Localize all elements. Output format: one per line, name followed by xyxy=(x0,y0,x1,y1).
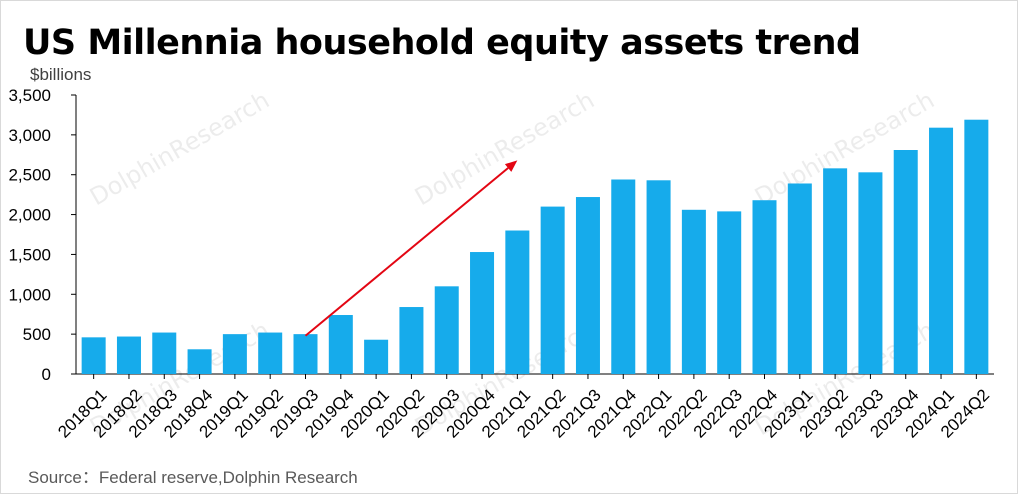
bar-2023Q3 xyxy=(858,172,883,374)
bar-2023Q1 xyxy=(787,183,812,374)
watermark-text: DolphinResearch xyxy=(85,86,274,211)
bar-2022Q1 xyxy=(646,180,671,374)
bar-2020Q3 xyxy=(434,286,459,374)
y-tick-label: 2,000 xyxy=(8,206,51,225)
bar-2018Q4 xyxy=(187,349,212,374)
chart-title: US Millennia household equity assets tre… xyxy=(23,23,861,63)
bar-2021Q1 xyxy=(505,230,530,374)
bar-2022Q3 xyxy=(717,211,742,374)
trend-arrow-line xyxy=(304,167,509,337)
bar-2020Q2 xyxy=(399,307,424,374)
bar-2020Q1 xyxy=(364,339,389,374)
y-tick-label: 0 xyxy=(42,365,51,384)
bar-2018Q3 xyxy=(152,332,177,374)
bar-2024Q1 xyxy=(929,127,954,374)
bar-2018Q2 xyxy=(116,336,141,374)
bar-2023Q2 xyxy=(823,168,848,374)
source-note: Source：Federal reserve,Dolphin Research xyxy=(28,468,358,487)
watermark-text: DolphinResearch xyxy=(410,86,599,211)
y-axis-unit-label: $billions xyxy=(30,65,92,84)
bar-2021Q2 xyxy=(540,206,565,374)
bar-2022Q2 xyxy=(681,209,706,374)
y-tick-label: 1,500 xyxy=(8,245,51,264)
bar-2024Q2 xyxy=(964,119,989,374)
bar-2022Q4 xyxy=(752,200,777,374)
bar-2023Q4 xyxy=(893,150,918,374)
bar-2019Q2 xyxy=(258,332,283,374)
y-tick-label: 3,500 xyxy=(8,86,51,105)
y-tick-label: 1,000 xyxy=(8,285,51,304)
bar-2019Q3 xyxy=(293,334,318,374)
y-tick-label: 3,000 xyxy=(8,126,51,145)
y-tick-label: 500 xyxy=(23,325,51,344)
bar-2021Q3 xyxy=(575,197,600,374)
bar-2018Q1 xyxy=(81,337,106,374)
bar-2019Q1 xyxy=(222,334,247,374)
trend-arrow-head xyxy=(504,160,518,172)
bar-2020Q4 xyxy=(470,252,495,374)
bar-2021Q4 xyxy=(611,179,636,374)
bar-2019Q4 xyxy=(328,315,353,374)
y-tick-label: 2,500 xyxy=(8,166,51,185)
